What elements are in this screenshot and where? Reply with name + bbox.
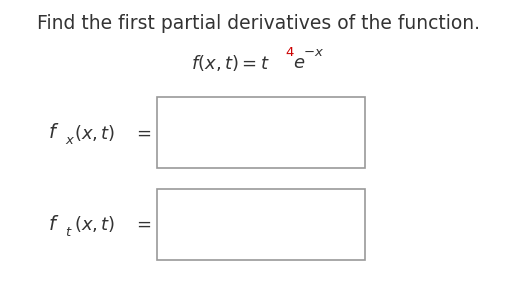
Text: $t$: $t$	[65, 226, 72, 239]
Text: $4$: $4$	[285, 46, 295, 59]
Text: $f$: $f$	[48, 123, 59, 142]
Text: $(x, t)$: $(x, t)$	[74, 123, 115, 142]
Text: $=$: $=$	[133, 215, 152, 233]
Text: $-x$: $-x$	[303, 46, 324, 59]
Text: $=$: $=$	[133, 124, 152, 142]
Text: $f$: $f$	[48, 215, 59, 234]
Text: $x$: $x$	[65, 134, 75, 147]
FancyBboxPatch shape	[157, 189, 365, 260]
FancyBboxPatch shape	[157, 97, 365, 168]
Text: $e$: $e$	[293, 54, 306, 72]
Text: Find the first partial derivatives of the function.: Find the first partial derivatives of th…	[37, 14, 480, 33]
Text: $(x, t)$: $(x, t)$	[74, 214, 115, 234]
Text: $f(x, t) = t$: $f(x, t) = t$	[191, 53, 270, 73]
